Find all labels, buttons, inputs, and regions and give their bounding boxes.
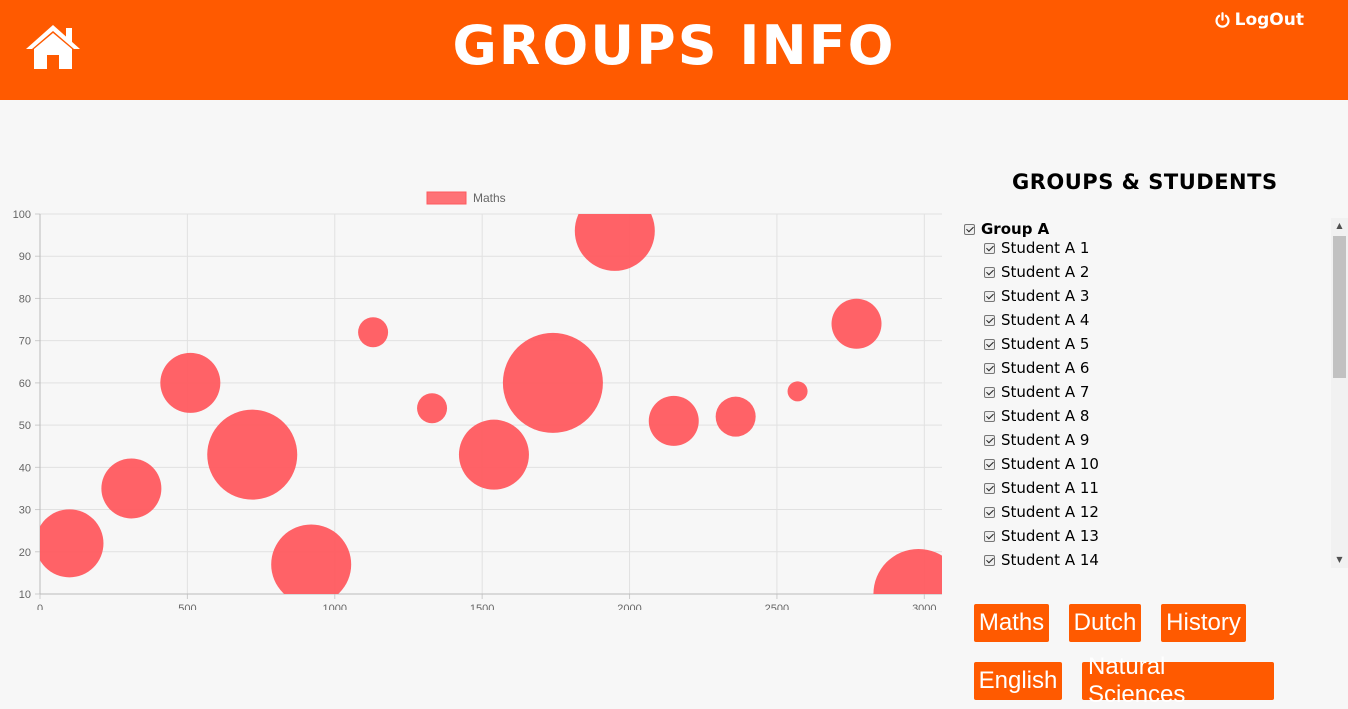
- student-checkbox[interactable]: [984, 362, 995, 374]
- student-checkbox[interactable]: [984, 482, 995, 494]
- bubble-point: [502, 332, 603, 433]
- student-checkbox[interactable]: [984, 554, 995, 566]
- student-checkbox[interactable]: [984, 338, 995, 350]
- bubble-point: [831, 298, 882, 349]
- x-tick-label: 500: [178, 603, 196, 610]
- bubble-point: [160, 352, 221, 413]
- student-checkbox[interactable]: [984, 458, 995, 470]
- student-checkbox[interactable]: [984, 506, 995, 518]
- scroll-down-icon[interactable]: ▼: [1336, 555, 1343, 564]
- student-row[interactable]: Student A 13: [984, 526, 1099, 546]
- bubble-point: [101, 458, 162, 519]
- student-row[interactable]: Student A 12: [984, 502, 1099, 522]
- student-label: Student A 5: [1001, 335, 1090, 353]
- y-tick-label: 10: [19, 589, 31, 601]
- student-row[interactable]: Student A 3: [984, 286, 1089, 306]
- student-label: Student A 4: [1001, 311, 1090, 329]
- group-row[interactable]: Group A: [964, 219, 1049, 239]
- y-tick-label: 60: [19, 378, 31, 390]
- subject-button-natural-sciences[interactable]: Natural Sciences: [1082, 653, 1274, 708]
- groups-students-tree: Group A Student A 1 Student A 2 Student A …: [960, 218, 1348, 568]
- bubble-point: [458, 419, 529, 490]
- student-label: Student A 13: [1001, 527, 1099, 545]
- bubble-point: [207, 409, 298, 500]
- subject-button-dutch[interactable]: Dutch: [1069, 604, 1141, 642]
- student-row[interactable]: Student A 1: [984, 238, 1089, 258]
- x-tick-label: 1500: [470, 603, 494, 610]
- bubble-point: [873, 549, 942, 594]
- header-bar: GROUPS INFO LogOut: [0, 0, 1348, 100]
- bubble-point: [271, 524, 352, 594]
- x-tick-label: 0: [37, 603, 43, 610]
- subject-button-maths[interactable]: Maths: [974, 604, 1049, 642]
- x-tick-label: 2500: [765, 603, 789, 610]
- subject-button-english[interactable]: English: [974, 662, 1062, 700]
- y-tick-label: 40: [19, 462, 31, 474]
- bubble-point: [715, 396, 756, 437]
- bubble-chart: 10 20 30 40 50 60 70 80 90 100 0 500 1000 1500 2000 250…: [0, 180, 950, 615]
- student-row[interactable]: Student A 4: [984, 310, 1089, 330]
- student-label: Student A 9: [1001, 431, 1090, 449]
- x-tick-label: 1000: [323, 603, 347, 610]
- bubble-point: [648, 395, 699, 446]
- student-checkbox[interactable]: [984, 434, 995, 446]
- student-row[interactable]: Student A 5: [984, 334, 1089, 354]
- student-row[interactable]: Student A 9: [984, 430, 1089, 450]
- y-tick-label: 90: [19, 251, 31, 263]
- legend-label: Maths: [473, 191, 506, 205]
- scroll-thumb[interactable]: [1333, 236, 1346, 378]
- tree-scrollbar[interactable]: ▲ ▼: [1331, 218, 1348, 568]
- student-checkbox[interactable]: [984, 290, 995, 302]
- y-tick-label: 70: [19, 336, 31, 348]
- student-row[interactable]: Student A 11: [984, 478, 1099, 498]
- y-tick-label: 50: [19, 420, 31, 432]
- student-label: Student A 11: [1001, 479, 1099, 497]
- bubble-point: [417, 393, 448, 424]
- group-checkbox[interactable]: [964, 223, 975, 235]
- student-label: Student A 12: [1001, 503, 1099, 521]
- panel-title: GROUPS & STUDENTS: [1012, 170, 1278, 194]
- student-label: Student A 3: [1001, 287, 1090, 305]
- student-label: Student A 7: [1001, 383, 1090, 401]
- y-tick-label: 80: [19, 293, 31, 305]
- student-row[interactable]: Student A 8: [984, 406, 1089, 426]
- student-row[interactable]: Student A 2: [984, 262, 1089, 282]
- student-checkbox[interactable]: [984, 242, 995, 254]
- page-title: GROUPS INFO: [452, 14, 896, 77]
- power-icon: [1215, 11, 1230, 28]
- student-checkbox[interactable]: [984, 530, 995, 542]
- student-row[interactable]: Student A 14: [984, 550, 1099, 568]
- scroll-up-icon[interactable]: ▲: [1336, 221, 1343, 230]
- x-tick-label: 3000: [912, 603, 936, 610]
- bubble-point: [358, 317, 389, 348]
- bubble-point: [40, 509, 104, 578]
- student-checkbox[interactable]: [984, 266, 995, 278]
- y-tick-label: 20: [19, 547, 31, 559]
- student-label: Student A 2: [1001, 263, 1090, 281]
- home-icon[interactable]: [24, 22, 82, 72]
- legend-swatch: [426, 191, 467, 205]
- logout-label: LogOut: [1234, 10, 1304, 30]
- student-checkbox[interactable]: [984, 314, 995, 326]
- student-label: Student A 8: [1001, 407, 1090, 425]
- student-label: Student A 10: [1001, 455, 1099, 473]
- y-tick-label: 100: [13, 209, 31, 221]
- student-checkbox[interactable]: [984, 386, 995, 398]
- bubble-group: [40, 214, 942, 594]
- logout-button[interactable]: LogOut: [1214, 10, 1304, 30]
- bubble-point: [574, 214, 655, 271]
- group-label: Group A: [981, 220, 1050, 238]
- x-tick-label: 2000: [617, 603, 641, 610]
- student-label: Student A 6: [1001, 359, 1090, 377]
- bubble-point: [787, 381, 808, 402]
- subject-button-history[interactable]: History: [1161, 604, 1246, 642]
- student-label: Student A 14: [1001, 551, 1099, 568]
- student-row[interactable]: Student A 6: [984, 358, 1089, 378]
- y-tick-label: 30: [19, 505, 31, 517]
- student-row[interactable]: Student A 7: [984, 382, 1089, 402]
- student-row[interactable]: Student A 10: [984, 454, 1099, 474]
- student-checkbox[interactable]: [984, 410, 995, 422]
- student-label: Student A 1: [1001, 239, 1090, 257]
